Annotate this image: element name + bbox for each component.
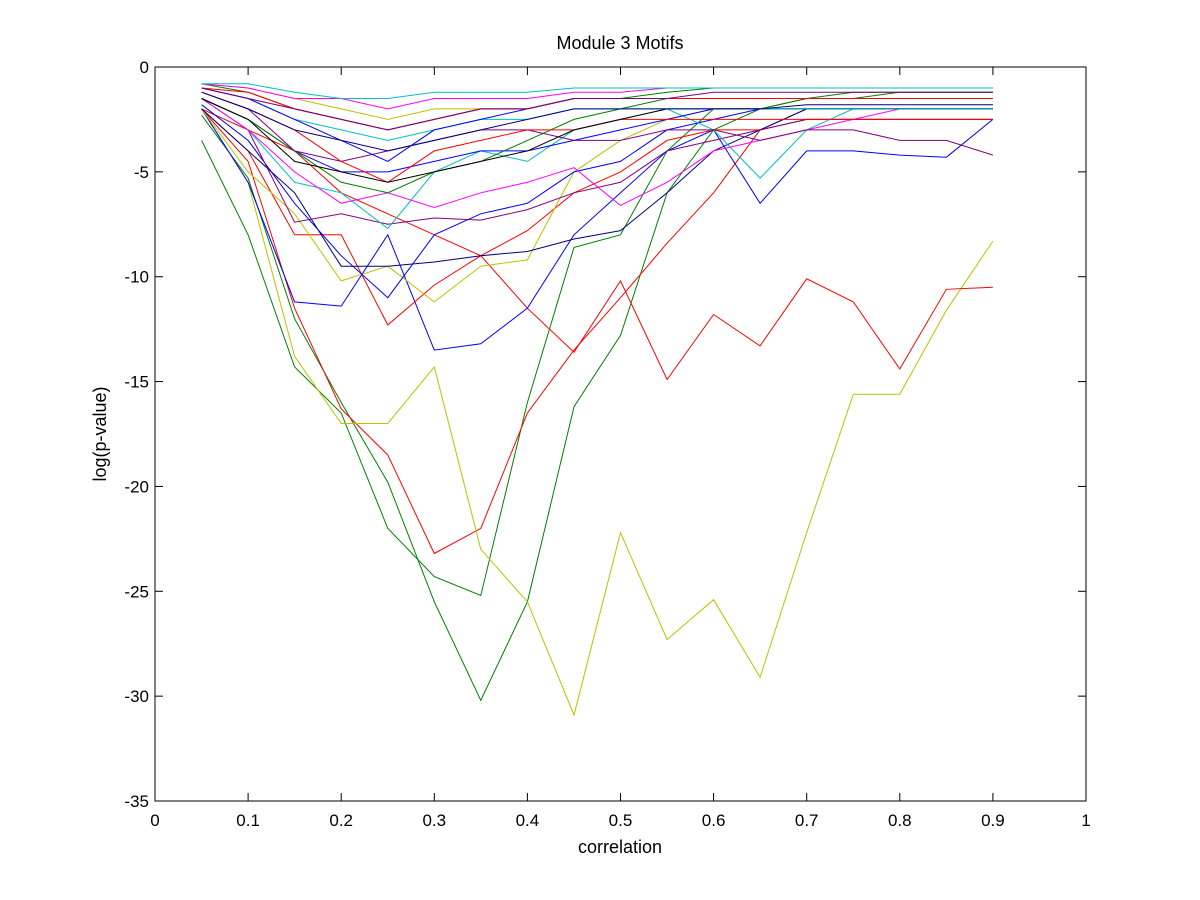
- y-axis-label: log(p-value): [90, 386, 110, 481]
- series-line-5: [201, 108, 993, 381]
- x-tick-label: 0.4: [516, 811, 540, 830]
- y-axis: 0 -5 -10 -15 -20 -25 -30 -35: [124, 58, 1086, 811]
- series-line-11: [201, 98, 993, 225]
- series-line-4: [201, 108, 994, 717]
- x-tick-label: 0.2: [329, 811, 353, 830]
- series-line-6: [201, 108, 994, 351]
- series-line-13: [201, 98, 993, 209]
- series-line-25: [201, 83, 993, 99]
- y-tick-label: -35: [124, 792, 149, 811]
- y-tick-label: -30: [124, 687, 149, 706]
- x-tick-label: 0.6: [702, 811, 726, 830]
- x-tick-label: 0.5: [609, 811, 633, 830]
- series-line-8: [201, 108, 993, 303]
- series-line-10: [201, 104, 993, 299]
- chart-title: Module 3 Motifs: [556, 33, 683, 53]
- x-tick-label: 0: [150, 811, 159, 830]
- y-tick-label: -25: [124, 582, 149, 601]
- x-tick-label: 0.8: [888, 811, 912, 830]
- y-tick-label: 0: [140, 58, 149, 77]
- plot-area-frame: [154, 66, 1087, 802]
- y-tick-label: -5: [134, 163, 149, 182]
- y-tick-label: -20: [124, 477, 149, 496]
- y-tick-label: -10: [124, 268, 149, 287]
- series-line-7: [201, 108, 993, 326]
- series-line-2: [201, 91, 993, 702]
- x-tick-label: 1: [1081, 811, 1090, 830]
- series-line-16: [201, 91, 994, 162]
- x-tick-label: 0.7: [795, 811, 819, 830]
- series-layer: [201, 83, 994, 717]
- y-tick-label: -15: [124, 373, 149, 392]
- series-line-22: [201, 83, 993, 131]
- series-line-26: [201, 91, 993, 152]
- x-tick-label: 0.3: [422, 811, 446, 830]
- x-tick-label: 0.9: [981, 811, 1005, 830]
- x-tick-label: 0.1: [236, 811, 260, 830]
- series-line-15: [201, 98, 993, 194]
- series-line-1: [201, 91, 993, 597]
- series-line-27: [201, 87, 993, 131]
- x-axis: 0 0.1 0.2 0.3 0.4 0.5 0.6 0.7 0.8 0.9 1: [150, 67, 1091, 830]
- series-line-12: [201, 98, 993, 230]
- x-axis-label: correlation: [578, 837, 662, 857]
